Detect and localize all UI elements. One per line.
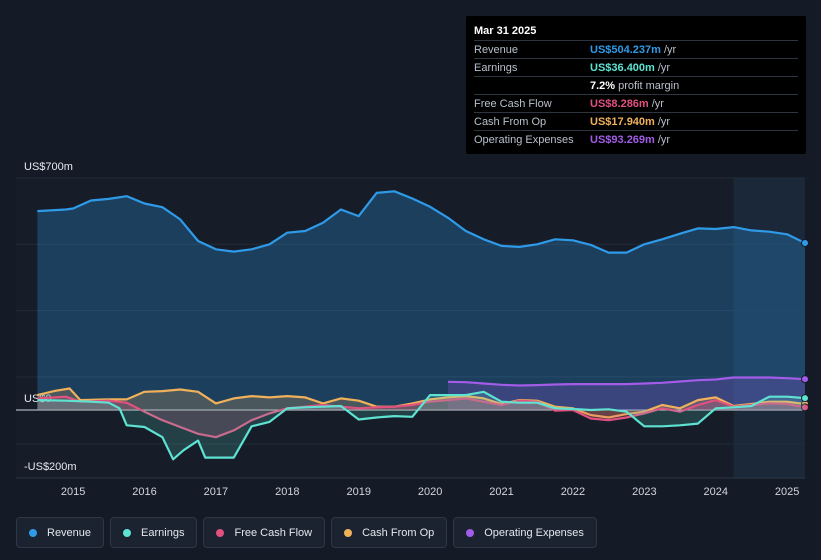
tooltip-row: 7.2% profit margin [474, 76, 798, 94]
tooltip-row: Cash From Op US$17.940m/yr [474, 112, 798, 130]
tooltip-value: US$504.237m [590, 43, 661, 56]
legend-dot-icon [344, 528, 353, 537]
tooltip-label: Operating Expenses [474, 133, 574, 146]
x-tick-label: 2022 [561, 486, 585, 498]
x-tick-label: 2017 [204, 486, 228, 498]
y-tick-label: US$700m [24, 161, 73, 173]
tooltip-value: 7.2% [590, 79, 616, 92]
tooltip-unit: /yr [663, 43, 677, 56]
x-tick-label: 2019 [346, 486, 370, 498]
x-tick-label: 2016 [132, 486, 156, 498]
x-tick-label: 2018 [275, 486, 299, 498]
legend-dot-icon [123, 528, 132, 537]
tooltip-label: Free Cash Flow [474, 97, 552, 110]
y-tick-label: -US$200m [24, 461, 77, 473]
legend-label: Revenue [47, 526, 92, 539]
tooltip-row: Revenue US$504.237m/yr [474, 40, 798, 58]
tooltip-label: Earnings [474, 61, 518, 74]
tooltip-label: Cash From Op [474, 115, 547, 128]
legend-dot-icon [466, 528, 475, 537]
operating-expenses-line [447, 376, 806, 387]
operating-expenses-end-point [801, 375, 809, 384]
tooltip-value: US$17.940m [590, 115, 655, 128]
legend-label: Cash From Op [362, 526, 435, 539]
revenue-area [37, 191, 805, 410]
legend-dot-icon [216, 528, 225, 537]
earnings-end-point [801, 394, 809, 403]
earnings-line [37, 390, 806, 461]
cash-from-op-line [37, 387, 806, 419]
legend-label: Free Cash Flow [234, 526, 313, 539]
legend-item[interactable]: Revenue [16, 517, 105, 548]
legend-item[interactable]: Operating Expenses [453, 517, 597, 548]
legend-label: Operating Expenses [484, 526, 584, 539]
tooltip-panel: Mar 31 2025 Revenue US$504.237m/yr Earning… [466, 16, 806, 154]
revenue-line [37, 190, 806, 254]
tooltip-value: US$93.269m [590, 133, 655, 146]
legend-item[interactable]: Free Cash Flow [203, 517, 326, 548]
tooltip-unit: /yr [657, 61, 671, 74]
free-cash-flow-end-point [801, 403, 809, 412]
tooltip-label: Revenue [474, 43, 519, 56]
legend-label: Earnings [141, 526, 185, 539]
chart-legend: Revenue Earnings Free Cash Flow Cash From O… [16, 517, 597, 548]
forecast-region [733, 178, 805, 478]
x-tick-label: 2023 [632, 486, 656, 498]
legend-item[interactable]: Earnings [110, 517, 198, 548]
tooltip-row: Free Cash Flow US$8.286m/yr [474, 94, 798, 112]
tooltip-date: Mar 31 2025 [474, 25, 537, 37]
tooltip-value: US$36.400m [590, 61, 655, 74]
revenue-end-point [801, 238, 809, 247]
x-tick-label: 2020 [418, 486, 442, 498]
tooltip-unit: /yr [657, 115, 671, 128]
legend-dot-icon [29, 528, 37, 537]
x-tick-label: 2025 [775, 486, 799, 498]
x-tick-label: 2015 [61, 486, 85, 498]
free-cash-flow-area [37, 396, 805, 438]
free-cash-flow-line [37, 395, 806, 439]
earnings-area [37, 391, 805, 460]
legend-item[interactable]: Cash From Op [331, 517, 448, 548]
tooltip-unit: /yr [657, 133, 671, 146]
tooltip-row: Operating Expenses US$93.269m/yr [474, 130, 798, 148]
x-tick-label: 2024 [704, 486, 728, 498]
tooltip-unit: profit margin [618, 79, 680, 92]
tooltip-value: US$8.286m [590, 97, 649, 110]
tooltip-unit: /yr [651, 97, 664, 110]
x-tick-label: 2021 [489, 486, 513, 498]
tooltip-row: Earnings US$36.400m/yr [474, 58, 798, 76]
